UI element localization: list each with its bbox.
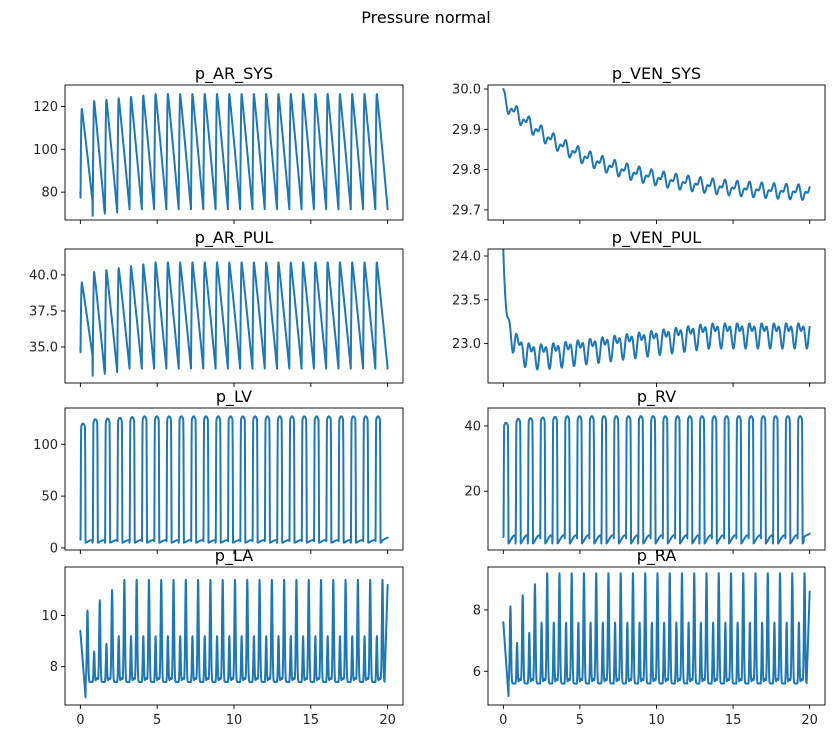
x-tick-label: 10: [226, 713, 243, 728]
subplot-title: p_AR_SYS: [195, 64, 273, 84]
subplot-p-ven-sys: p_VEN_SYS 29.7 29.8 29.9 30.0: [452, 64, 826, 224]
axes-layer: p_AR_SYS80100120p_VEN_SYS29.729.829.930.…: [29, 64, 826, 728]
y-tick-label: 40: [464, 419, 481, 434]
figure-suptitle: Pressure normal: [361, 8, 490, 27]
series-line-p-la: [79, 578, 389, 699]
y-tick-label: 29.7: [452, 203, 481, 218]
x-tick-label: 20: [801, 713, 818, 728]
y-tick-label: 23.5: [452, 293, 481, 308]
subplot-p-ra: p_RA 6 8 0 5 10 15 20: [473, 546, 826, 728]
subplot-title: p_AR_PUL: [195, 228, 274, 248]
y-tick-label: 8: [50, 660, 58, 675]
x-tick-label: 15: [303, 713, 320, 728]
y-tick-label: 10: [41, 609, 58, 624]
subplot-title: p_LV: [216, 387, 252, 407]
series-line-p-ar-pul: [79, 261, 389, 377]
axes-frame: [487, 84, 826, 221]
series-line-p-ar-sys: [79, 93, 389, 217]
y-tick-label: 24.0: [452, 250, 481, 265]
y-tick-label: 23.0: [452, 337, 481, 352]
y-tick-label: 40.0: [29, 268, 58, 283]
x-tick-label: 15: [725, 713, 742, 728]
y-tick-label: 50: [41, 490, 58, 505]
y-tick-label: 100: [33, 143, 58, 158]
subplot-p-ar-sys: p_AR_SYS 80 100 120: [33, 64, 404, 224]
series-line-p-lv: [79, 415, 389, 544]
subplot-p-la: p_LA 8 10 0 5 10 15 20: [41, 546, 404, 728]
series-line-p-ven-sys: [502, 88, 811, 201]
subplot-title: p_RV: [637, 387, 676, 407]
subplot-p-rv: p_RV 20 40: [464, 387, 826, 554]
subplot-title: p_RA: [637, 546, 677, 566]
series-line-p-rv: [502, 415, 811, 545]
subplot-title: p_VEN_SYS: [612, 64, 701, 84]
subplot-p-lv: p_LV 0 50 100: [33, 387, 404, 556]
y-tick-label: 30.0: [452, 83, 481, 98]
y-tick-label: 100: [33, 438, 58, 453]
y-tick-label: 29.8: [452, 163, 481, 178]
y-tick-label: 20: [464, 485, 481, 500]
y-tick-label: 6: [473, 665, 481, 680]
subplot-title: p_VEN_PUL: [612, 228, 702, 248]
y-tick-label: 29.9: [452, 123, 481, 138]
series-line-p-ra: [502, 572, 811, 698]
y-tick-label: 35.0: [29, 340, 58, 355]
series-line-p-ven-pul: [502, 248, 811, 371]
x-tick-label: 5: [153, 713, 161, 728]
x-tick-label: 5: [576, 713, 584, 728]
y-tick-label: 37.5: [29, 304, 58, 319]
x-tick-label: 20: [379, 713, 396, 728]
x-tick-label: 0: [76, 713, 84, 728]
y-tick-label: 8: [473, 603, 481, 618]
y-tick-label: 80: [41, 186, 58, 201]
x-tick-label: 0: [499, 713, 507, 728]
y-tick-label: 0: [50, 541, 58, 556]
subplot-p-ven-pul: p_VEN_PUL 23.0 23.5 24.0: [452, 228, 826, 387]
x-tick-label: 10: [648, 713, 665, 728]
subplot-title: p_LA: [215, 546, 253, 566]
y-tick-label: 120: [33, 100, 58, 115]
subplot-p-ar-pul: p_AR_PUL 35.0 37.5 40.0: [29, 228, 404, 387]
